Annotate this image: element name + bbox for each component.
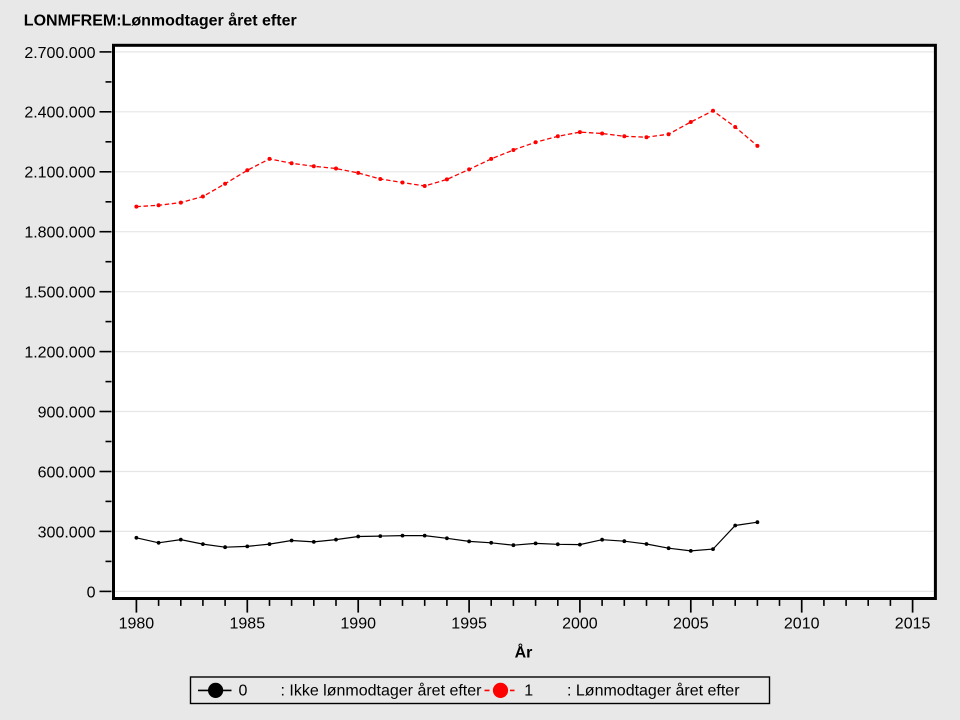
svg-text:900.000: 900.000 [38,404,96,421]
svg-text:0: 0 [239,683,248,700]
svg-text:2.100.000: 2.100.000 [24,165,95,182]
svg-text:2005: 2005 [673,616,709,633]
svg-text:1980: 1980 [119,616,155,633]
svg-text:2010: 2010 [784,616,820,633]
svg-text:2.400.000: 2.400.000 [24,105,95,122]
svg-text:1.500.000: 1.500.000 [24,285,95,302]
svg-text:2000: 2000 [562,616,598,633]
svg-text:1990: 1990 [340,616,376,633]
svg-text:LONMFREM:Lønmodtager året efte: LONMFREM:Lønmodtager året efter [24,12,297,30]
svg-text:1985: 1985 [230,616,266,633]
svg-text:: Lønmodtager året efter: : Lønmodtager året efter [567,681,740,699]
svg-text:2015: 2015 [895,616,931,633]
svg-text:600.000: 600.000 [38,464,96,481]
svg-text:: Ikke lønmodtager året efter: : Ikke lønmodtager året efter [281,681,483,699]
svg-text:1: 1 [524,683,533,700]
svg-text:1995: 1995 [451,616,487,633]
svg-text:År: År [515,643,533,662]
svg-text:1.200.000: 1.200.000 [24,345,95,362]
svg-text:2.700.000: 2.700.000 [24,45,95,62]
svg-text:300.000: 300.000 [38,524,96,541]
svg-text:0: 0 [87,584,96,601]
svg-text:1.800.000: 1.800.000 [24,225,95,242]
